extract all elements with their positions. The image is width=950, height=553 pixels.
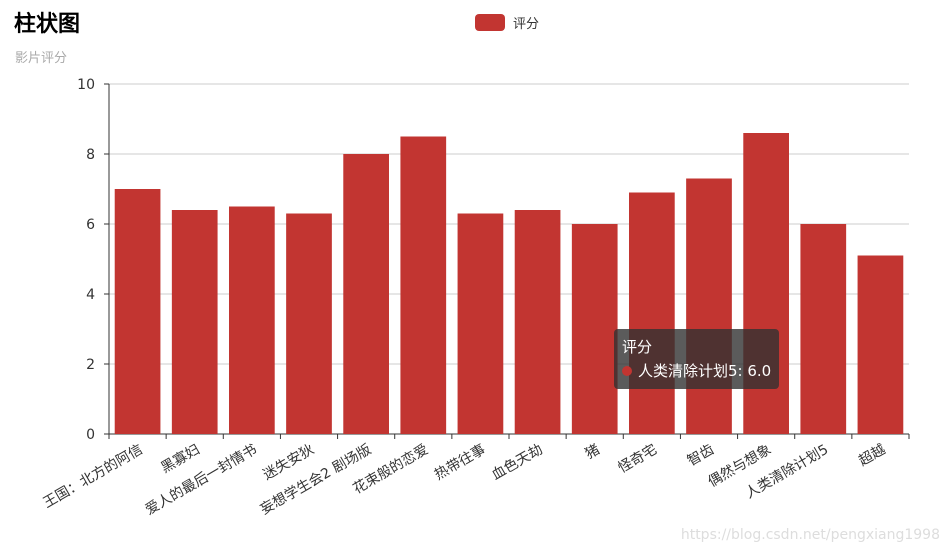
y-tick-label: 10: [77, 77, 95, 93]
chart-title: 柱状图: [14, 12, 81, 37]
x-tick-label: 猪: [583, 442, 603, 463]
tooltip-row: 人类清除计划5: 6.0: [622, 359, 771, 383]
legend[interactable]: 评分: [475, 13, 539, 32]
x-tick-label: 血色天劫: [489, 441, 546, 484]
x-tick-label: 热带往事: [432, 442, 488, 484]
legend-label: 评分: [513, 17, 540, 32]
bar: [400, 136, 447, 434]
x-tick-label: 黑寡妇: [158, 441, 203, 477]
x-tick-label: 智齿: [685, 442, 717, 470]
tooltip-text: 人类清除计划5: 6.0: [638, 362, 772, 380]
bar: [286, 213, 332, 434]
bar: [343, 154, 389, 434]
bar: [629, 192, 675, 434]
bar: [457, 213, 504, 434]
legend-swatch: [475, 14, 505, 31]
bar: [800, 224, 847, 434]
bar: [857, 255, 904, 434]
tooltip: 评分 人类清除计划5: 6.0: [614, 329, 780, 389]
bar: [229, 206, 275, 434]
chart-subtitle: 影片评分: [15, 51, 68, 66]
x-tick-label: 王国：北方的阿信: [41, 442, 146, 512]
bar: [686, 178, 732, 434]
bar: [571, 224, 618, 434]
y-tick-label: 4: [86, 287, 95, 303]
y-tick-label: 8: [86, 147, 95, 163]
x-tick-label: 怪奇宅: [615, 441, 660, 477]
bar: [171, 210, 218, 434]
watermark: https://blog.csdn.net/pengxiang1998: [680, 527, 940, 543]
tooltip-series-dot: [622, 366, 632, 376]
y-tick-label: 6: [86, 217, 95, 233]
y-tick-label: 0: [86, 427, 95, 443]
bar: [514, 210, 561, 434]
tooltip-title: 评分: [622, 338, 653, 356]
y-tick-label: 2: [86, 357, 95, 373]
bar: [114, 189, 161, 434]
x-tick-label: 超越: [856, 442, 888, 470]
